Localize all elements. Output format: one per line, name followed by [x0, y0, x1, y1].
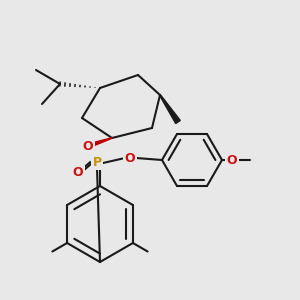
- Text: O: O: [125, 152, 135, 164]
- Text: O: O: [227, 154, 237, 166]
- Text: P: P: [92, 155, 102, 169]
- Polygon shape: [87, 138, 112, 148]
- Polygon shape: [160, 95, 180, 124]
- Text: O: O: [73, 166, 83, 178]
- Text: O: O: [83, 140, 93, 152]
